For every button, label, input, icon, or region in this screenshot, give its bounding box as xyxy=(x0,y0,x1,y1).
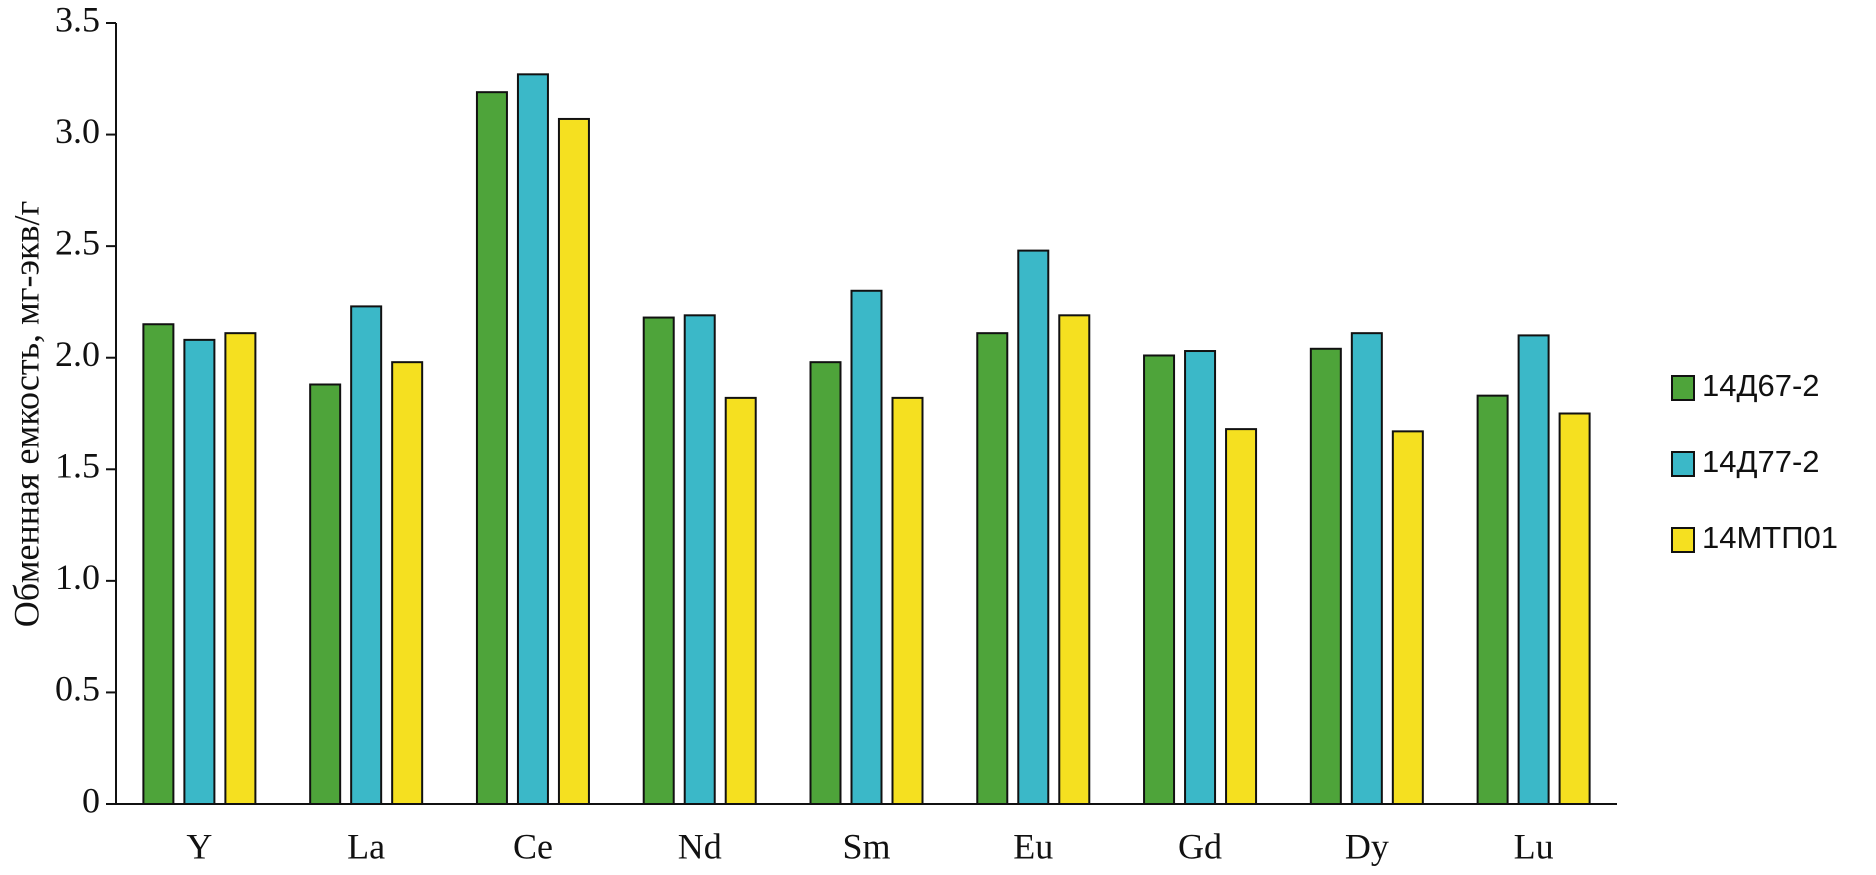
x-tick-label: Sm xyxy=(842,826,890,866)
x-tick-label: Y xyxy=(186,826,212,866)
legend-swatch xyxy=(1671,375,1695,401)
bar xyxy=(1143,354,1176,805)
bar xyxy=(557,117,590,806)
bar xyxy=(976,332,1009,805)
bar xyxy=(850,289,883,805)
legend-label: 14Д77-2 xyxy=(1702,444,1820,479)
bar xyxy=(683,314,716,805)
x-tick-label: Dy xyxy=(1345,826,1389,866)
bar xyxy=(1558,412,1591,805)
legend-label: 14МТП01 xyxy=(1702,520,1838,555)
bar xyxy=(891,396,924,805)
bar xyxy=(1350,332,1383,805)
bar xyxy=(183,338,216,805)
bar xyxy=(1309,347,1342,805)
x-tick-label: La xyxy=(347,826,385,866)
bar xyxy=(309,383,342,805)
bar xyxy=(350,305,383,805)
y-tick-label: 0.5 xyxy=(55,669,100,709)
bar xyxy=(724,396,757,805)
bar xyxy=(516,73,549,805)
bar xyxy=(642,316,675,805)
legend-label: 14Д67-2 xyxy=(1702,368,1820,403)
bar xyxy=(1476,394,1509,805)
x-tick-label: Eu xyxy=(1013,826,1053,866)
bar xyxy=(475,91,508,806)
bar xyxy=(142,323,175,805)
bar xyxy=(809,361,842,805)
y-tick-label: 3.5 xyxy=(55,0,100,39)
bar xyxy=(1391,430,1424,805)
bar xyxy=(1017,249,1050,805)
y-tick-label: 3.0 xyxy=(55,111,100,151)
legend-swatch xyxy=(1671,451,1695,477)
bar xyxy=(391,361,424,805)
y-tick-label: 0 xyxy=(82,780,100,820)
bar xyxy=(1058,314,1091,805)
x-tick-label: Ce xyxy=(513,826,553,866)
x-tick-label: Lu xyxy=(1514,826,1554,866)
legend-swatch xyxy=(1671,527,1695,553)
y-tick-label: 1.0 xyxy=(55,557,100,597)
y-tick-label: 2.0 xyxy=(55,334,100,374)
bar xyxy=(1225,428,1258,805)
y-tick-label: 2.5 xyxy=(55,222,100,262)
y-axis-label: Обменная емкость, мг-экв/г xyxy=(6,201,46,627)
bar xyxy=(224,332,257,805)
x-tick-label: Gd xyxy=(1178,826,1222,866)
y-tick-label: 1.5 xyxy=(55,446,100,486)
x-tick-label: Nd xyxy=(678,826,722,866)
bar xyxy=(1517,334,1550,805)
bar xyxy=(1184,350,1217,805)
